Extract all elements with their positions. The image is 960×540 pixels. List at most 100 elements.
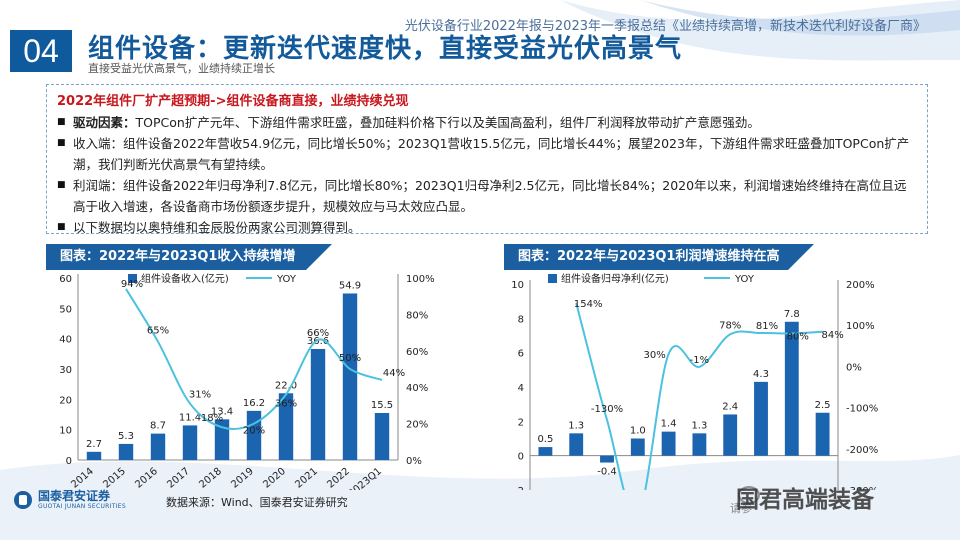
y-tick-label: 30	[59, 365, 72, 376]
x-tick-label: 2019	[229, 466, 256, 490]
bar	[118, 443, 134, 460]
summary-box: 2022年组件厂扩产超预期->组件设备商直接，业绩持续兑现 驱动因素：TOPCo…	[46, 84, 928, 238]
page-subtitle: 直接受益光伏高景气，业绩持续正增长	[88, 62, 275, 75]
y-tick-label: 10	[511, 280, 524, 291]
bar	[278, 393, 294, 460]
logo-icon	[14, 491, 32, 509]
bar-value-label: 16.2	[243, 398, 265, 409]
x-tick-label: 2023Q1	[346, 466, 383, 490]
company-logo: 国泰君安证券 GUOTAI JUNAN SECURITIES	[14, 490, 126, 510]
chart-title-revenue: 图表：2022年与2023Q1收入持续增增长	[60, 249, 296, 290]
summary-headline: 2022年组件厂扩产超预期->组件设备商直接，业绩持续兑现	[57, 94, 409, 109]
yoy-value-label: 44%	[383, 368, 405, 379]
y2-tick-label: -100%	[846, 404, 878, 415]
y2-tick-label: 200%	[846, 280, 875, 291]
legend-swatch-bar	[548, 274, 557, 283]
bar	[374, 412, 390, 460]
yoy-value-label: 18%	[201, 413, 223, 424]
bar	[214, 419, 230, 460]
y-tick-label: 6	[518, 349, 524, 360]
x-tick-label: 2015	[101, 466, 128, 490]
bullet-text: 利润端：组件设备2022年归母净利7.8亿元，同比增长80%；2023Q1归母净…	[73, 178, 907, 214]
bar	[86, 451, 102, 460]
profit-chart: 组件设备归母净利(亿元) YOY -2 0 2 4 6 8 10 -300% -200% -100% 0…	[511, 272, 878, 490]
bullet-text: 收入端：组件设备2022年营收54.9亿元，同比增长50%；2023Q1营收15…	[73, 136, 910, 172]
bar	[723, 414, 738, 456]
x-tick-label: 2020	[261, 466, 288, 490]
logo-cn: 国泰君安证券	[38, 489, 111, 503]
bar-value-label: 1.0	[630, 426, 646, 437]
x-tick-label: 2022	[325, 466, 352, 490]
yoy-value-label: 31%	[189, 390, 211, 401]
bar	[342, 293, 358, 460]
x-tick-label: 2021	[293, 466, 320, 490]
y2-tick-label: 0%	[406, 456, 422, 467]
yoy-value-label: 81%	[756, 321, 778, 332]
y-tick-label: 60	[59, 274, 72, 285]
y-tick-label: -2	[514, 486, 524, 490]
bar-value-label: 1.4	[661, 419, 677, 430]
bar-value-label: 2.4	[722, 401, 738, 412]
bar-value-label: 5.3	[118, 431, 134, 442]
bar	[692, 433, 707, 456]
bar-value-label: 1.3	[568, 420, 584, 431]
bar-value-label: 2.7	[86, 439, 102, 450]
yoy-value-label: 84%	[821, 330, 843, 341]
y-tick-label: 8	[518, 314, 524, 325]
bar	[246, 410, 262, 460]
yoy-line	[575, 302, 823, 490]
y2-tick-label: -300%	[846, 486, 878, 490]
logo-en: GUOTAI JUNAN SECURITIES	[38, 503, 126, 510]
bar	[182, 425, 198, 460]
yoy-value-label: 30%	[643, 350, 665, 361]
x-tick-label: 2017	[165, 466, 192, 490]
y-tick-label: 0	[66, 456, 72, 467]
bullet-profit: 利润端：组件设备2022年归母净利7.8亿元，同比增长80%；2023Q1归母净…	[57, 175, 917, 217]
bar-value-label: 4.3	[753, 369, 769, 380]
yoy-value-label: 78%	[719, 320, 741, 331]
legend-label-bar: 组件设备收入(亿元)	[141, 272, 229, 285]
yoy-value-label: 20%	[243, 426, 265, 437]
y-tick-label: 50	[59, 304, 72, 315]
bar	[310, 348, 326, 460]
y2-tick-label: 20%	[406, 420, 428, 431]
y2-tick-label: 60%	[406, 347, 428, 358]
y2-tick-label: -200%	[846, 445, 878, 456]
legend-label-line: YOY	[276, 274, 297, 285]
bar-value-label: 36.6	[307, 336, 329, 347]
bar-value-label: 15.5	[371, 400, 393, 411]
bar	[600, 455, 614, 463]
bar-value-label: 11.4	[179, 412, 201, 423]
chart-header-revenue: 图表：2022年与2023Q1收入持续增增长	[46, 244, 332, 290]
wechat-icon	[738, 486, 760, 504]
bullet-note: 以下数据均以奥特维和金辰股份两家公司测算得到。	[57, 217, 917, 238]
yoy-value-label: 154%	[574, 299, 603, 310]
data-source: 数据来源：Wind、国泰君安证券研究	[166, 496, 348, 509]
bar	[630, 438, 645, 456]
y-tick-label: 0	[518, 452, 524, 463]
faint-text: 请参	[730, 502, 752, 515]
bar	[784, 321, 799, 456]
page-title: 组件设备：更新迭代速度快，直接受益光伏高景气	[88, 34, 683, 64]
bar	[538, 447, 553, 456]
report-title: 光伏设备行业2022年报与2023年一季报总结《业绩持续高增，新技术迭代利好设备…	[404, 19, 926, 34]
bar	[754, 381, 768, 456]
bar-value-label: 54.9	[339, 280, 361, 291]
bar-value-label: 7.8	[784, 309, 800, 320]
chart-title-profit: 图表：2022年与2023Q1利润增速维持在高位	[518, 249, 780, 290]
legend-label-bar: 组件设备归母净利(亿元)	[561, 272, 669, 285]
bar	[150, 433, 166, 460]
legend-label-line: YOY	[734, 274, 755, 285]
y-tick-label: 20	[59, 395, 72, 406]
yoy-value-label: -130%	[591, 404, 623, 415]
bar	[569, 433, 584, 456]
bar-value-label: 1.3	[691, 420, 707, 431]
y2-tick-label: 100%	[846, 321, 875, 332]
yoy-line	[125, 288, 383, 430]
y-tick-label: 10	[59, 426, 72, 437]
yoy-value-label: 65%	[147, 326, 169, 337]
yoy-value-label: 80%	[787, 331, 809, 342]
y2-tick-label: 80%	[406, 310, 428, 321]
bullet-label: 驱动因素：	[73, 115, 136, 130]
